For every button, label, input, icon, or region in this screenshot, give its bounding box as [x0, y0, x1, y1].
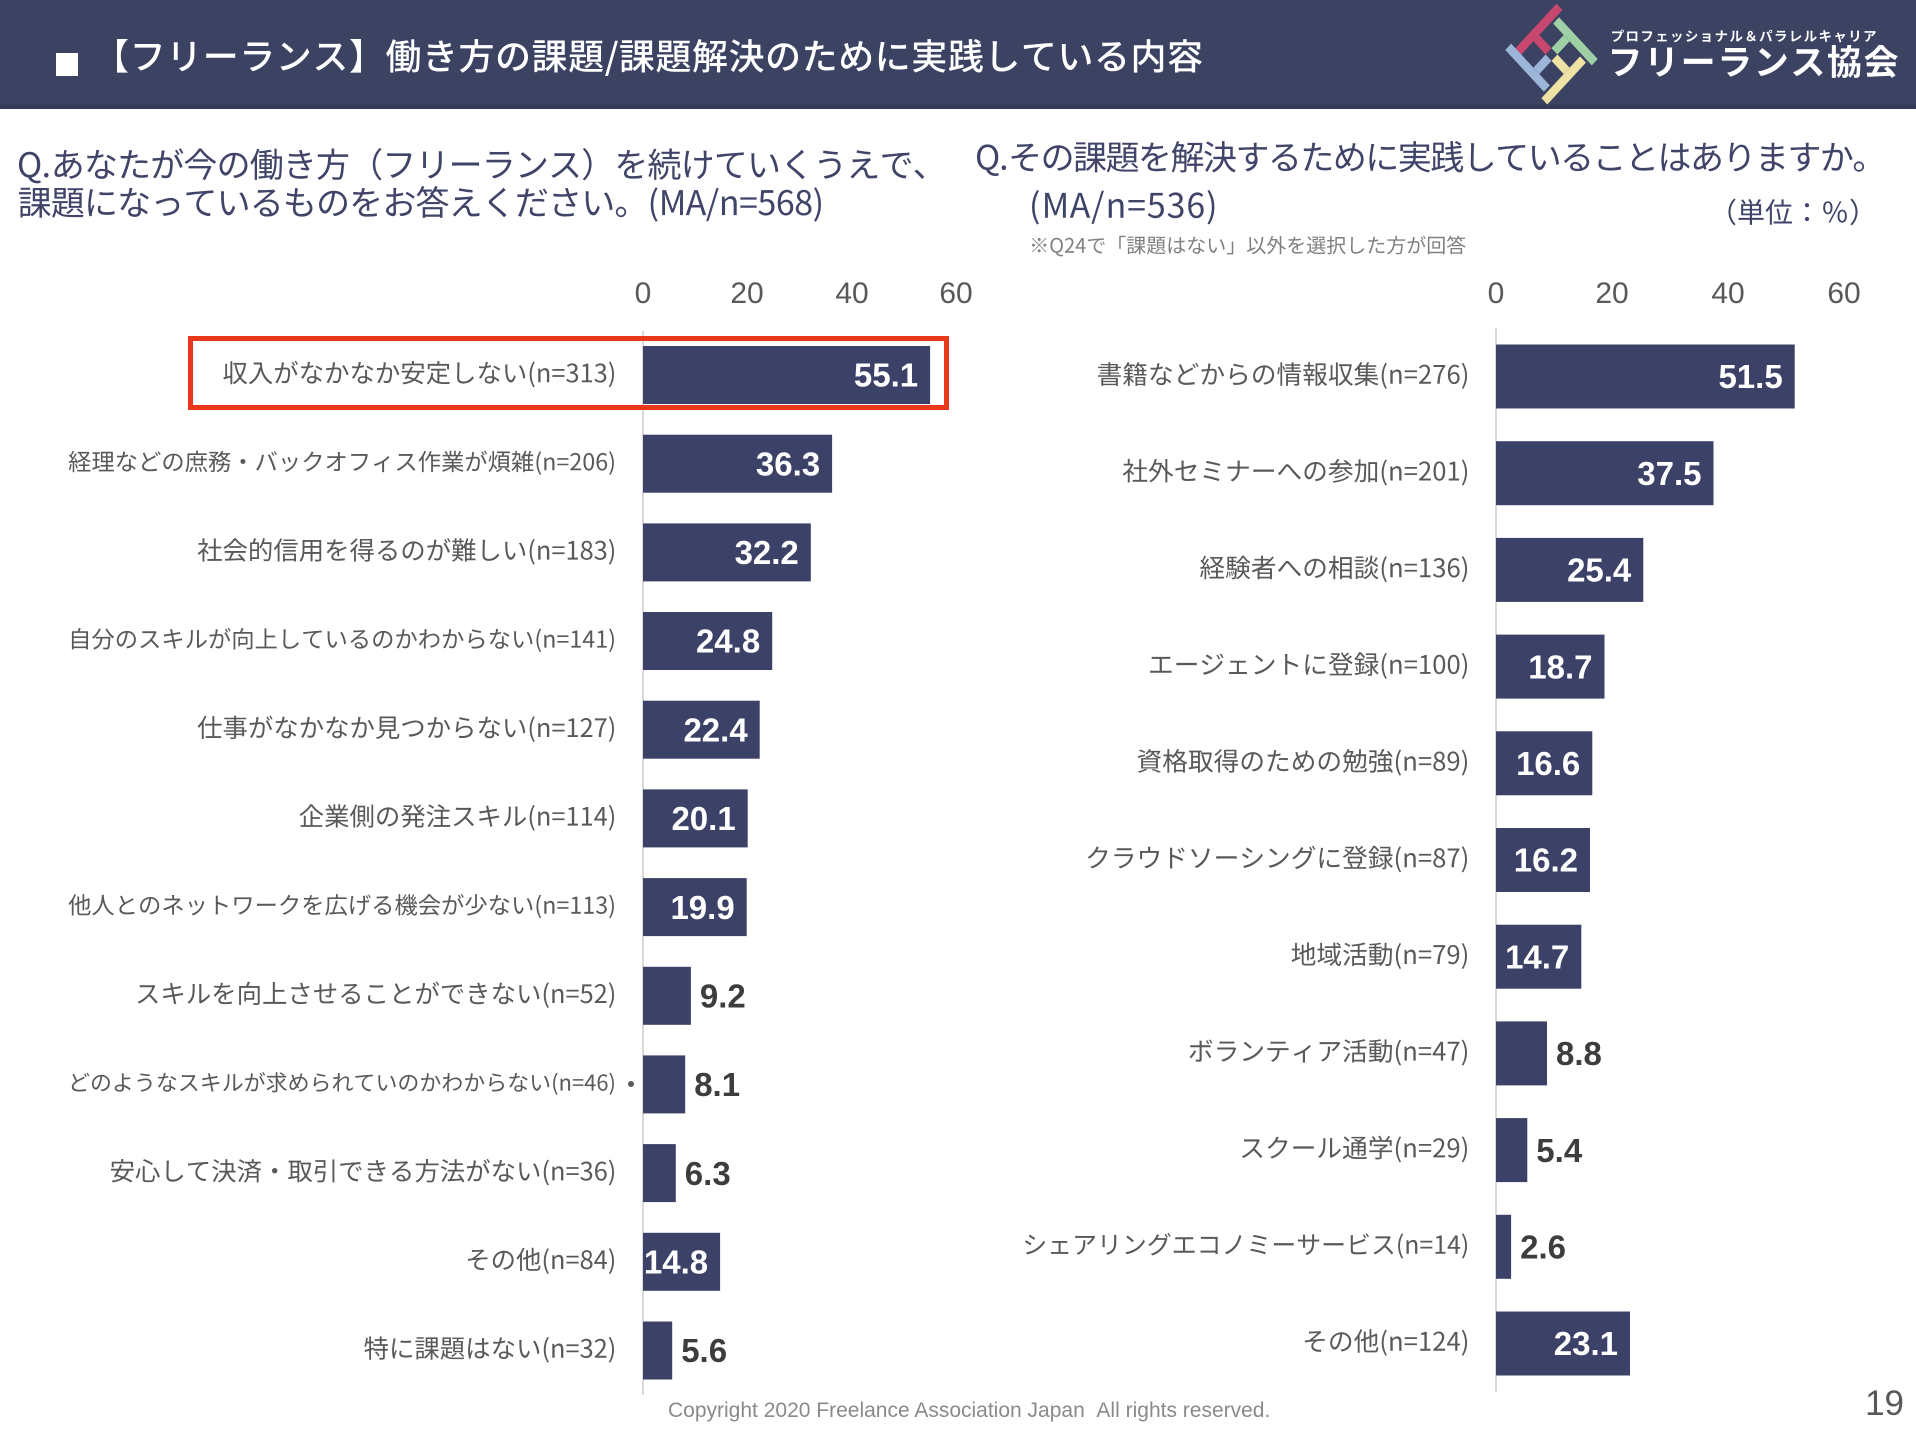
- svg-text:40: 40: [835, 277, 868, 310]
- svg-text:8.8: 8.8: [1556, 1035, 1602, 1072]
- svg-text:14.7: 14.7: [1505, 938, 1569, 975]
- svg-text:Copyright 2020 Freelance Assoc: Copyright 2020 Freelance Association Jap…: [668, 1399, 1270, 1422]
- svg-text:2.6: 2.6: [1520, 1229, 1566, 1266]
- svg-text:14.8: 14.8: [644, 1244, 708, 1281]
- svg-text:19: 19: [1865, 1384, 1904, 1423]
- svg-text:8.1: 8.1: [694, 1066, 740, 1103]
- svg-text:5.4: 5.4: [1536, 1132, 1583, 1169]
- svg-text:0: 0: [635, 277, 652, 310]
- svg-text:9.2: 9.2: [700, 978, 746, 1015]
- svg-text:0: 0: [1488, 277, 1505, 310]
- svg-text:20: 20: [730, 277, 763, 310]
- svg-text:18.7: 18.7: [1528, 648, 1592, 685]
- svg-text:60: 60: [939, 277, 972, 310]
- svg-text:6.3: 6.3: [685, 1155, 731, 1192]
- svg-text:37.5: 37.5: [1637, 455, 1701, 492]
- svg-text:22.4: 22.4: [683, 711, 748, 748]
- svg-text:20.1: 20.1: [671, 800, 735, 837]
- svg-text:24.8: 24.8: [696, 623, 760, 660]
- svg-text:32.2: 32.2: [735, 534, 799, 571]
- svg-text:16.2: 16.2: [1514, 842, 1578, 879]
- svg-text:5.6: 5.6: [681, 1332, 727, 1369]
- svg-text:16.6: 16.6: [1516, 745, 1580, 782]
- svg-text:60: 60: [1827, 277, 1860, 310]
- svg-text:23.1: 23.1: [1554, 1325, 1618, 1362]
- svg-text:51.5: 51.5: [1718, 358, 1782, 395]
- svg-text:20: 20: [1595, 277, 1628, 310]
- svg-text:25.4: 25.4: [1567, 552, 1632, 589]
- svg-text:40: 40: [1711, 277, 1744, 310]
- svg-text:36.3: 36.3: [756, 445, 820, 482]
- svg-text:19.9: 19.9: [670, 889, 734, 926]
- svg-text:55.1: 55.1: [854, 357, 918, 394]
